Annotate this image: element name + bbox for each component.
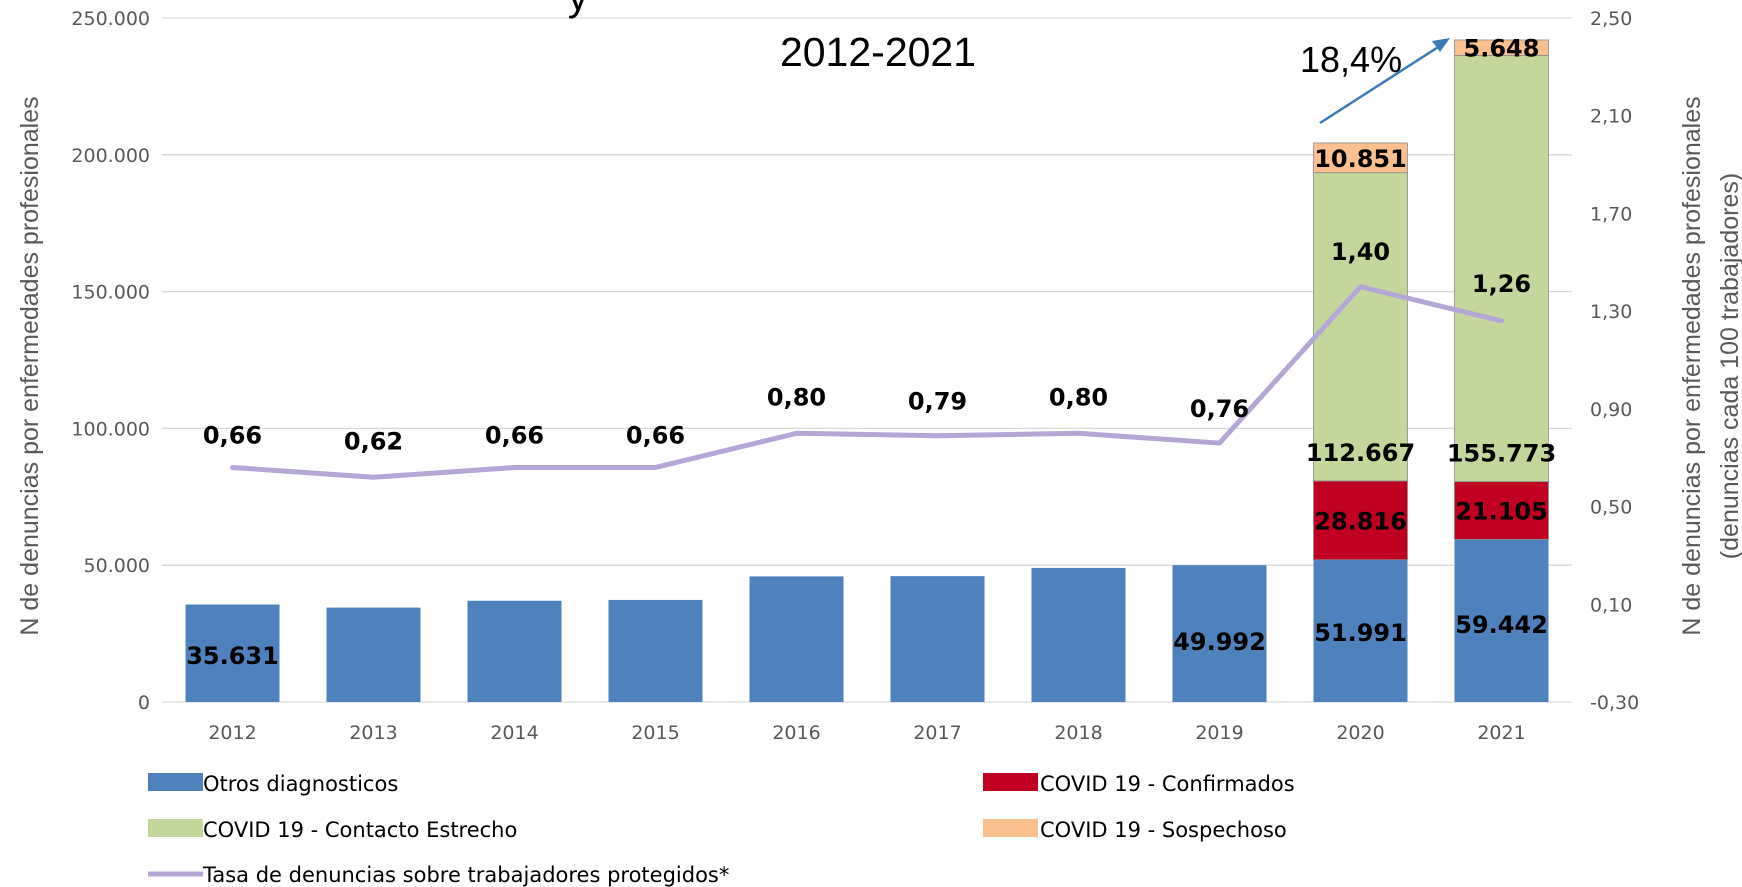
bar-data-label: 51.991: [1314, 619, 1407, 647]
y2-tick-label: 1,70: [1590, 203, 1632, 225]
x-tick-label: 2013: [349, 722, 397, 744]
rate-data-label: 0,76: [1190, 395, 1249, 423]
bar-segment: [326, 607, 421, 702]
legend-swatch-covid-confirmados: [983, 773, 1038, 791]
rate-data-label: 0,79: [908, 388, 967, 416]
y2-tick-label: 0,10: [1590, 594, 1632, 616]
rate-data-label: 0,66: [203, 421, 262, 449]
y-tick-label: 250.000: [71, 8, 150, 30]
y2-tick-label: 0,90: [1590, 399, 1632, 421]
rate-data-label: 0,80: [1049, 383, 1108, 411]
legend-swatch-covid-contacto-estrecho: [148, 819, 203, 837]
bar-data-label: 59.442: [1455, 611, 1548, 639]
bar-segment: [1454, 539, 1549, 702]
y-axis-ticks: 0 50.000 100.000 150.000 200.000 250.000: [71, 8, 150, 714]
x-tick-label: 2019: [1195, 722, 1243, 744]
x-tick-label: 2018: [1054, 722, 1102, 744]
rate-line-path: [230, 284, 1504, 480]
bar-segment: [1313, 559, 1408, 702]
y2-tick-label: 2,10: [1590, 106, 1632, 128]
growth-arrow: [1319, 40, 1447, 125]
legend-label-otros-diagnosticos: Otros diagnosticos: [203, 772, 398, 796]
growth-arrowhead: [1432, 38, 1450, 52]
bar-segment: [1313, 480, 1408, 561]
rate-line: [230, 284, 1504, 480]
rate-data-label: 0,80: [767, 383, 826, 411]
legend-swatch-otros-diagnosticos: [148, 773, 203, 791]
bar-segment: [1031, 567, 1126, 702]
x-tick-label: 2014: [490, 722, 538, 744]
growth-percent-label: 18,4%: [1300, 39, 1402, 80]
x-axis-ticks: 2012 2013 2014 2015 2016 2017 2018 2019 2020 2021: [208, 722, 1525, 744]
y-tick-label: 150.000: [71, 282, 150, 304]
legend-label-covid-confirmados: COVID 19 - Confirmados: [1040, 772, 1295, 796]
bar-data-label: 49.992: [1173, 628, 1266, 656]
y-tick-label: 50.000: [84, 555, 150, 577]
y2-axis-title-line1: N de denuncias por enfermedades profesio…: [1678, 96, 1706, 635]
legend-label-covid-contacto-estrecho: COVID 19 - Contacto Estrecho: [203, 818, 517, 842]
x-tick-label: 2020: [1336, 722, 1384, 744]
chart-title: 2012-2021: [780, 29, 976, 75]
rate-data-label: 1,40: [1331, 238, 1390, 266]
bar-data-label: 21.105: [1455, 497, 1548, 525]
bar-data-label: 112.667: [1306, 439, 1415, 467]
growth-annotation: 18,4%: [1300, 38, 1450, 125]
rate-data-label: 0,66: [626, 421, 685, 449]
bar-segment: [890, 576, 985, 702]
y2-axis-ticks: -0,30 0,10 0,50 0,90 1,30 1,70 2,10 2,50: [1590, 8, 1639, 714]
bar-segment: [1313, 142, 1408, 174]
legend-label-covid-sospechoso: COVID 19 - Sospechoso: [1040, 818, 1287, 842]
rate-data-label: 0,62: [344, 427, 403, 455]
y2-tick-label: 2,50: [1590, 8, 1632, 30]
bar-data-label: 35.631: [186, 642, 279, 670]
y2-tick-label: 0,50: [1590, 497, 1632, 519]
legend-swatch-covid-sospechoso: [983, 819, 1038, 837]
bar-data-label: 10.851: [1314, 145, 1407, 173]
bar-segment: [185, 604, 280, 702]
y-tick-label: 200.000: [71, 145, 150, 167]
bar-segment: [467, 600, 562, 702]
rate-data-label: 0,66: [485, 421, 544, 449]
y-axis-title: N de denuncias por enfermedades profesio…: [16, 96, 44, 635]
bar-segment: [1172, 565, 1267, 702]
bar-data-labels: 35.631 49.992 51.991 28.816 112.667 10.851 59.…: [186, 35, 1556, 670]
title-fragment: y: [568, 0, 589, 19]
bar-segment: [1454, 481, 1549, 540]
bar-segment: [608, 599, 703, 702]
y2-axis-title-line2: (denuncias cada 100 trabajadores): [1716, 173, 1742, 559]
y-tick-label: 0: [138, 692, 150, 714]
bar-data-label: 5.648: [1464, 35, 1540, 63]
bars: [185, 39, 1549, 702]
x-tick-label: 2012: [208, 722, 256, 744]
bar-data-label: 28.816: [1314, 507, 1407, 535]
x-tick-label: 2016: [772, 722, 820, 744]
bar-data-label: 155.773: [1447, 440, 1556, 468]
x-tick-label: 2015: [631, 722, 679, 744]
x-tick-label: 2021: [1477, 722, 1525, 744]
x-tick-label: 2017: [913, 722, 961, 744]
rate-data-label: 1,26: [1472, 270, 1531, 298]
legend: Otros diagnosticos COVID 19 - Confirmado…: [148, 772, 1295, 887]
legend-label-tasa: Tasa de denuncias sobre trabajadores pro…: [202, 863, 729, 887]
bar-segment: [749, 576, 844, 702]
y-tick-label: 100.000: [71, 418, 150, 440]
bar-segment: [1313, 172, 1408, 482]
bar-segment: [1454, 55, 1549, 483]
y2-tick-label: -0,30: [1590, 692, 1639, 714]
bar-segment: [1454, 39, 1549, 56]
y2-tick-label: 1,30: [1590, 301, 1632, 323]
rate-line-labels: 0,66 0,62 0,66 0,66 0,80 0,79 0,80 0,76 1,40 1,26: [203, 238, 1531, 455]
